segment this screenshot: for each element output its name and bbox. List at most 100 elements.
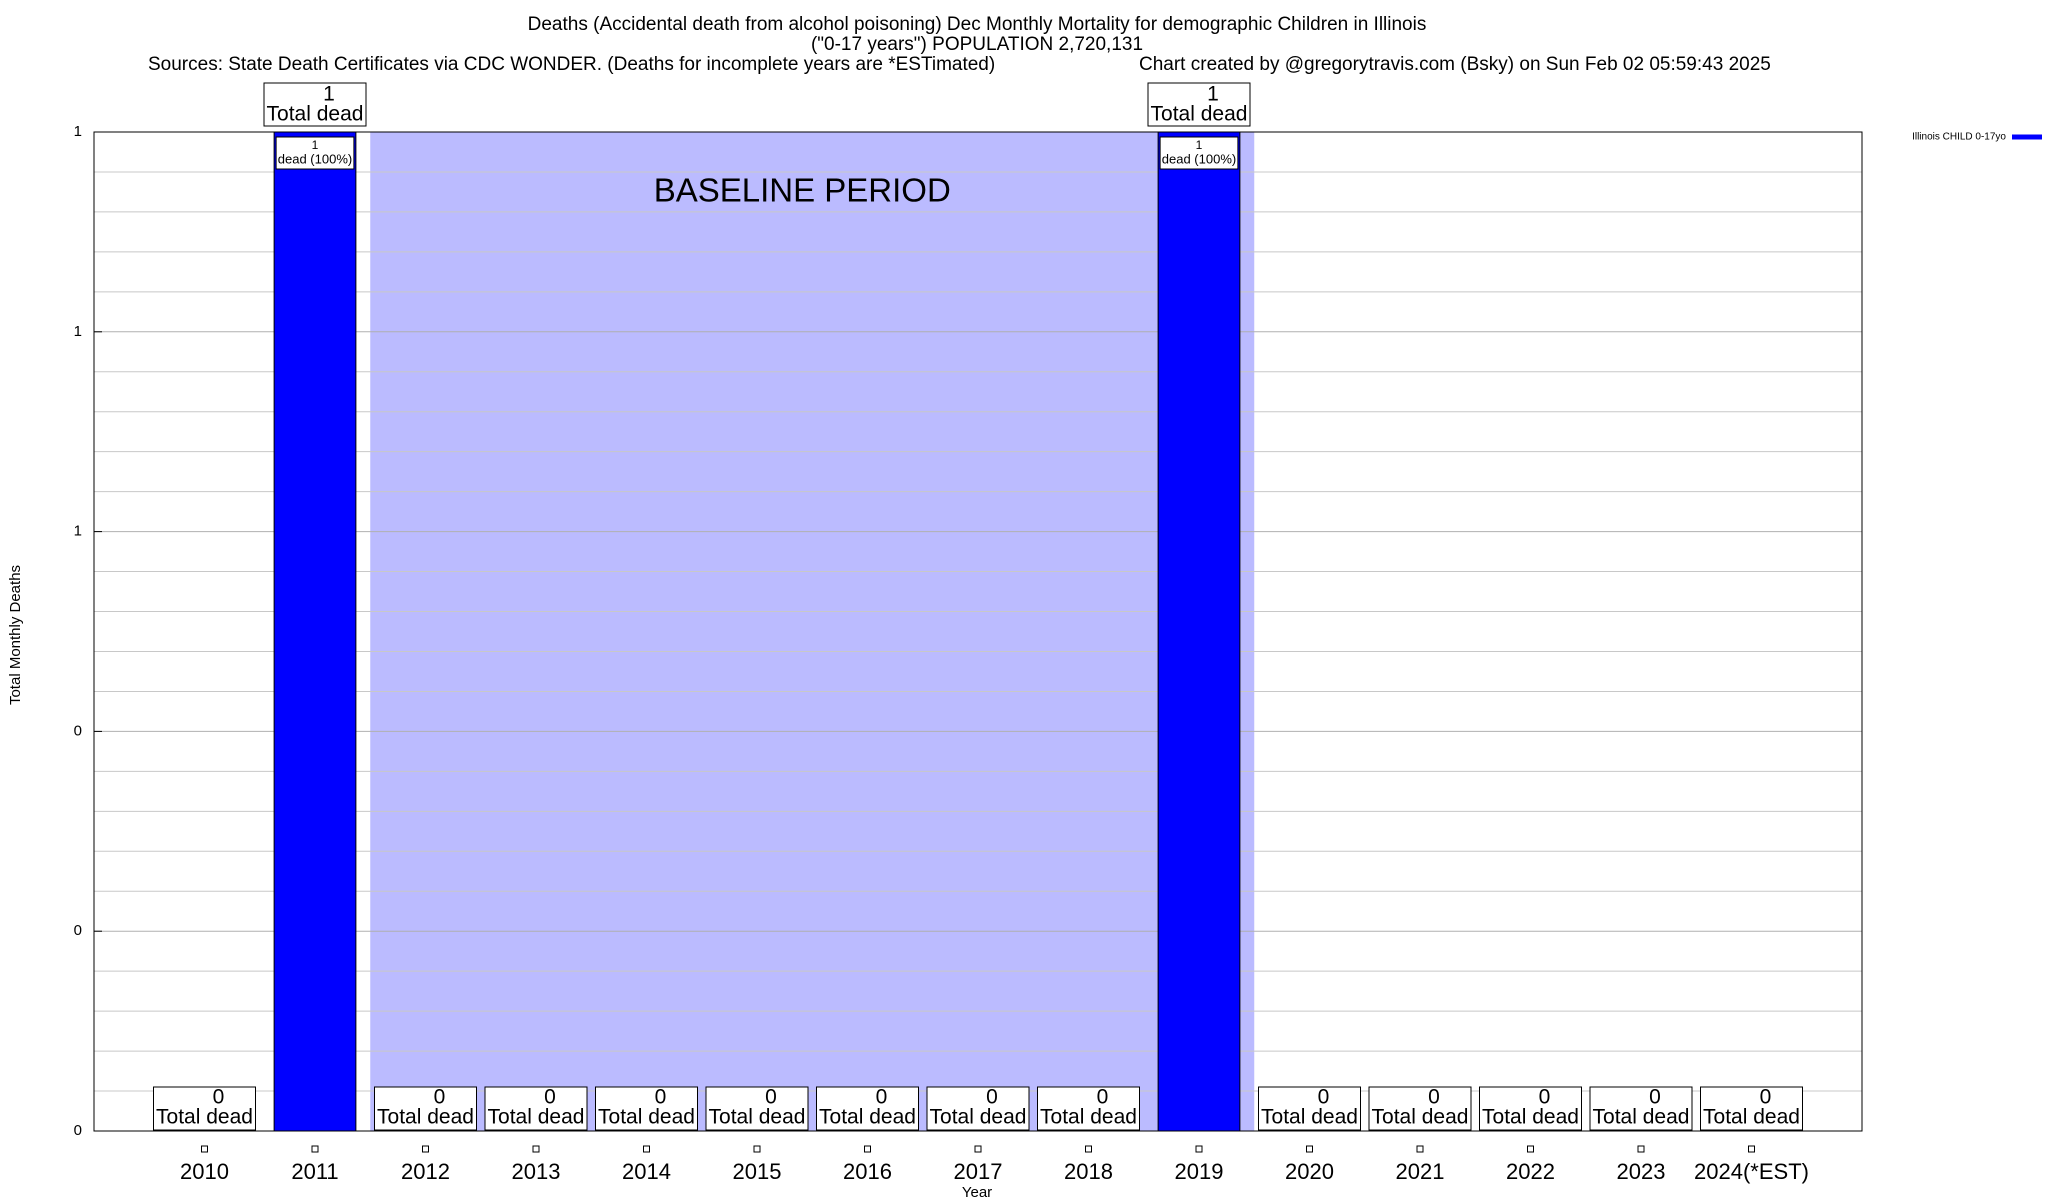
x-tick-label: 2020 xyxy=(1285,1159,1334,1184)
total-text: Total dead xyxy=(377,1106,474,1129)
total-box xyxy=(595,1086,698,1131)
total-text: Total dead xyxy=(819,1106,916,1129)
total-box xyxy=(1700,1086,1803,1131)
total-value: 0 xyxy=(544,1086,556,1109)
x-tick-marker xyxy=(643,1145,650,1153)
total-value: 1 xyxy=(323,83,335,106)
x-tick-marker xyxy=(1306,1145,1313,1153)
total-text: Total dead xyxy=(156,1106,253,1129)
total-text: Total dead xyxy=(1151,103,1248,126)
bar-label-box xyxy=(1159,136,1239,170)
x-tick-label: 2019 xyxy=(1175,1159,1224,1184)
total-value: 0 xyxy=(765,1086,777,1109)
bar-label-value: 1 xyxy=(312,138,319,152)
total-value: 0 xyxy=(1097,1086,1109,1109)
total-box xyxy=(1258,1086,1361,1131)
total-text: Total dead xyxy=(1593,1106,1690,1129)
x-tick-label: 2011 xyxy=(291,1159,338,1184)
y-tick-label: 0 xyxy=(74,1122,82,1139)
total-text: Total dead xyxy=(1261,1106,1358,1129)
total-value: 0 xyxy=(1539,1086,1551,1109)
x-tick-marker xyxy=(311,1145,319,1153)
total-text: Total dead xyxy=(1372,1106,1469,1129)
total-text: Total dead xyxy=(488,1106,585,1129)
total-value: 0 xyxy=(986,1086,998,1109)
total-text: Total dead xyxy=(709,1106,806,1129)
total-text: Total dead xyxy=(267,103,364,126)
credit-note: Chart created by @gregorytravis.com (Bsk… xyxy=(1139,54,1771,75)
total-value: 0 xyxy=(1318,1086,1330,1109)
x-tick-marker xyxy=(422,1145,429,1153)
x-axis-label: Year xyxy=(962,1184,992,1200)
total-value: 0 xyxy=(655,1086,667,1109)
total-box xyxy=(484,1086,588,1131)
x-tick-label: 2023 xyxy=(1617,1159,1666,1184)
x-tick-label: 2012 xyxy=(401,1159,450,1184)
total-box xyxy=(374,1086,477,1131)
x-tick-marker xyxy=(1527,1145,1534,1153)
total-box xyxy=(926,1086,1030,1131)
y-tick-label: 0 xyxy=(74,722,82,739)
x-tick-label: 2014 xyxy=(622,1159,671,1184)
baseline-label: BASELINE PERIOD xyxy=(654,172,951,209)
baseline-shade xyxy=(370,132,1255,1131)
legend-label: Illinois CHILD 0-17yo xyxy=(1912,132,2006,143)
total-value: 0 xyxy=(1649,1086,1661,1109)
total-value: 0 xyxy=(876,1086,888,1109)
bar xyxy=(1157,131,1241,1132)
total-box xyxy=(153,1086,256,1131)
total-value: 0 xyxy=(434,1086,446,1109)
total-text: Total dead xyxy=(1482,1106,1579,1129)
bar-label-text: dead (100%) xyxy=(1162,151,1236,166)
total-text: Total dead xyxy=(930,1106,1027,1129)
y-tick-label: 1 xyxy=(74,123,82,140)
total-text: Total dead xyxy=(1703,1106,1800,1129)
total-box xyxy=(1589,1086,1693,1131)
total-box xyxy=(1479,1086,1582,1131)
x-tick-marker xyxy=(1416,1145,1424,1153)
x-tick-marker xyxy=(1748,1145,1755,1153)
y-axis-label: Total Monthly Deaths xyxy=(7,565,24,705)
x-tick-marker xyxy=(532,1145,540,1153)
x-tick-label: 2022 xyxy=(1506,1159,1555,1184)
total-value: 0 xyxy=(213,1086,225,1109)
x-tick-marker xyxy=(753,1145,761,1153)
x-tick-label: 2015 xyxy=(733,1159,782,1184)
x-tick-marker xyxy=(1195,1145,1203,1153)
y-tick-label: 0 xyxy=(74,922,82,939)
total-box xyxy=(1147,82,1251,127)
total-box xyxy=(1037,1086,1140,1131)
total-text: Total dead xyxy=(598,1106,695,1129)
x-tick-label: 2024(*EST) xyxy=(1694,1159,1809,1184)
bar xyxy=(273,131,357,1132)
x-tick-marker xyxy=(1637,1145,1645,1153)
total-box xyxy=(263,82,367,127)
x-tick-label: 2018 xyxy=(1064,1159,1113,1184)
bar-label-value: 1 xyxy=(1196,138,1203,152)
x-tick-label: 2021 xyxy=(1396,1159,1445,1184)
x-tick-marker xyxy=(974,1145,982,1153)
total-value: 0 xyxy=(1760,1086,1772,1109)
x-tick-label: 2013 xyxy=(512,1159,561,1184)
x-tick-label: 2017 xyxy=(954,1159,1003,1184)
y-tick-label: 1 xyxy=(74,523,82,540)
x-tick-marker xyxy=(864,1145,871,1153)
bar-label-text: dead (100%) xyxy=(278,151,352,166)
x-tick-marker xyxy=(201,1145,208,1153)
total-value: 0 xyxy=(1428,1086,1440,1109)
chart-subtitle: ("0-17 years") POPULATION 2,720,131 xyxy=(811,34,1143,55)
y-tick-label: 1 xyxy=(74,323,82,340)
plot-border xyxy=(93,131,1863,1132)
chart-title: Deaths (Accidental death from alcohol po… xyxy=(528,14,1427,35)
bar-label-box xyxy=(275,136,355,170)
total-box xyxy=(816,1086,919,1131)
total-text: Total dead xyxy=(1040,1106,1137,1129)
x-tick-label: 2010 xyxy=(180,1159,229,1184)
total-box xyxy=(705,1086,809,1131)
x-tick-marker xyxy=(1085,1145,1092,1153)
total-value: 1 xyxy=(1207,83,1219,106)
total-box xyxy=(1368,1086,1472,1131)
x-tick-label: 2016 xyxy=(843,1159,892,1184)
source-note: Sources: State Death Certificates via CD… xyxy=(148,54,995,75)
